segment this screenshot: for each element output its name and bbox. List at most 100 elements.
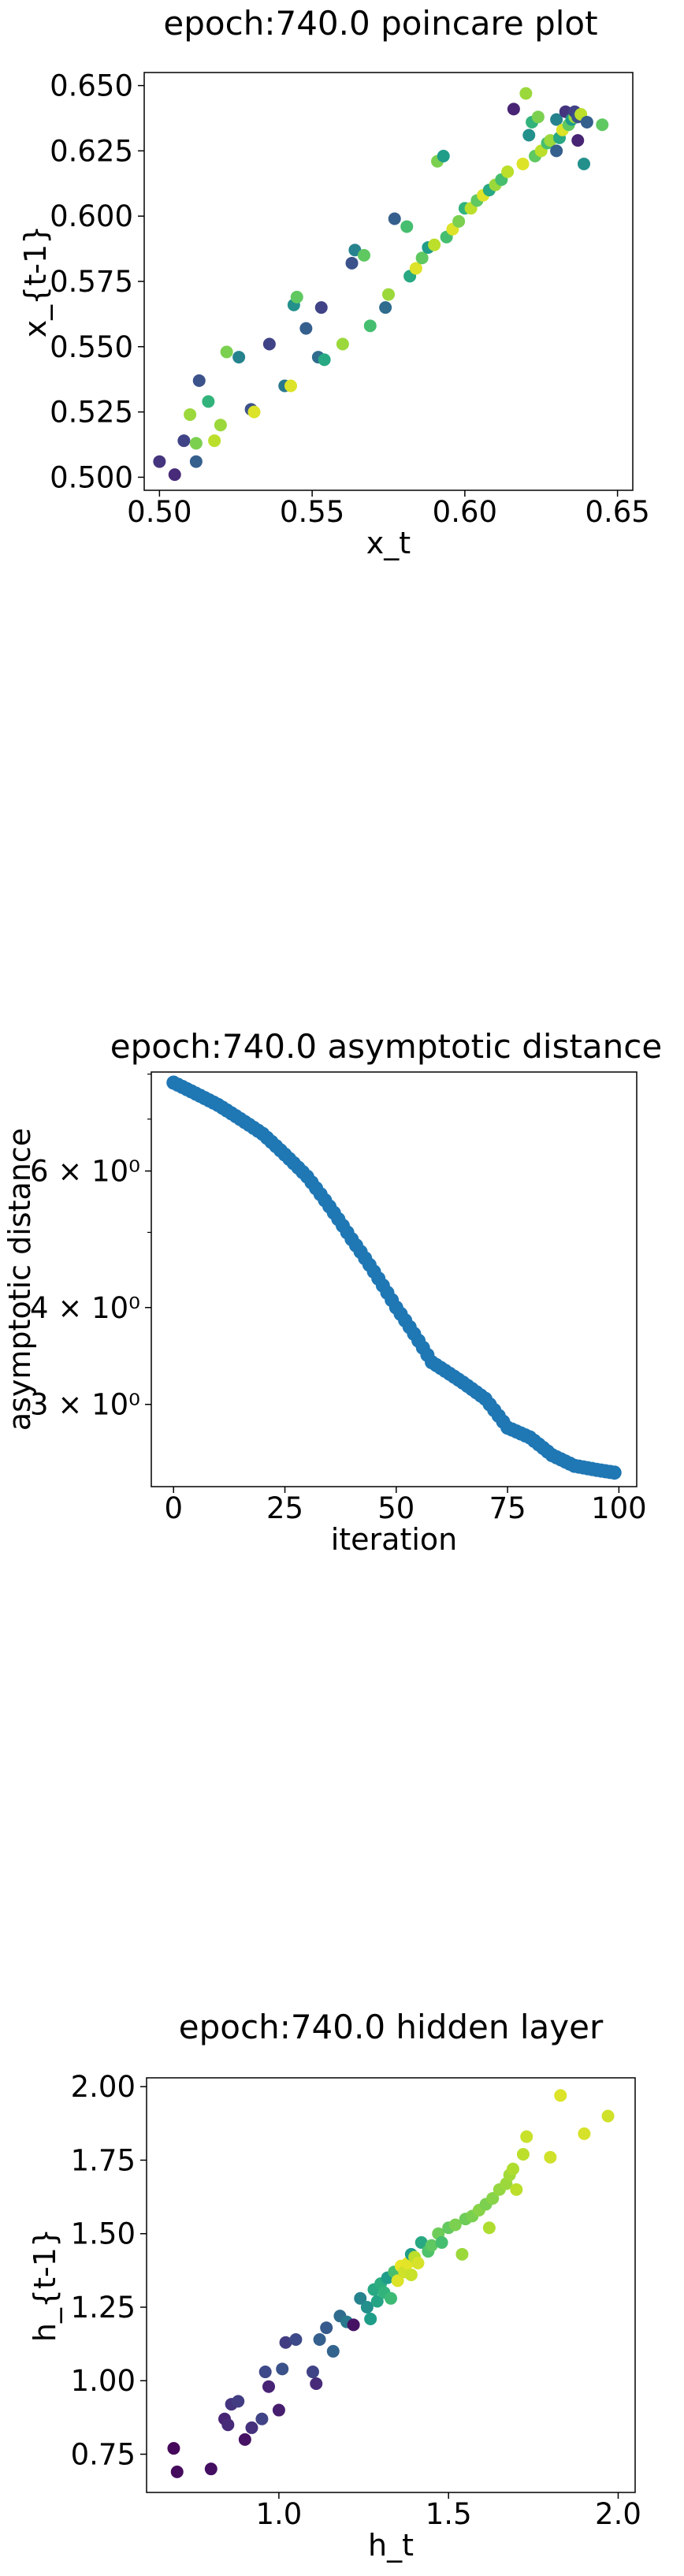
- data-point: [245, 2421, 258, 2434]
- data-point: [184, 408, 197, 421]
- data-point: [364, 2312, 377, 2325]
- x-tick-label: 1.0: [255, 2497, 302, 2531]
- data-point: [276, 2362, 289, 2376]
- y-tick-label: 1.25: [71, 2291, 136, 2325]
- data-point: [531, 110, 545, 124]
- data-point: [153, 455, 166, 468]
- data-point: [202, 395, 215, 408]
- poincare-plot-figure: epoch:740.0 poincare plot 0.50 0.55 0.60 0.6…: [0, 0, 684, 599]
- data-point: [167, 2442, 180, 2455]
- data-point: [284, 379, 297, 393]
- data-point: [596, 118, 609, 132]
- x-tick-label: 1.5: [426, 2497, 472, 2531]
- x-tick-label: 0.60: [433, 495, 497, 529]
- y-axis-label: x_{t-1}: [18, 225, 53, 338]
- data-point: [388, 212, 401, 225]
- data-point: [482, 2221, 496, 2235]
- data-point: [360, 2300, 374, 2314]
- data-point: [510, 2183, 523, 2196]
- data-point: [385, 2291, 397, 2305]
- data-point: [306, 2366, 319, 2379]
- x-axis-label: x_t: [366, 526, 411, 560]
- data-point: [578, 2127, 591, 2140]
- data-point: [313, 2333, 326, 2347]
- y-tick-label: 0.575: [50, 265, 133, 299]
- data-point: [326, 2344, 340, 2358]
- data-point: [238, 2433, 251, 2446]
- data-point: [289, 2333, 303, 2347]
- y-tick-label: 1.00: [71, 2364, 136, 2398]
- data-point: [519, 87, 533, 100]
- poincare-plot-chart: epoch:740.0 poincare plot 0.50 0.55 0.60 0.6…: [18, 4, 650, 560]
- data-point: [501, 165, 515, 178]
- y-tick-label: 0.75: [71, 2438, 136, 2472]
- y-tick-label: 1.50: [71, 2217, 136, 2251]
- data-point: [544, 2150, 557, 2164]
- x-axis-label: iteration: [331, 1522, 458, 1557]
- plot-frame: [146, 2077, 636, 2493]
- data-point: [192, 374, 206, 387]
- x-axis-label: h_t: [368, 2528, 414, 2563]
- x-tick-label: 0.65: [585, 495, 649, 529]
- data-point: [272, 2403, 285, 2417]
- data-point: [550, 144, 563, 158]
- data-point: [516, 157, 530, 170]
- data-point: [358, 248, 370, 262]
- data-point: [220, 345, 233, 359]
- data-point: [507, 102, 520, 116]
- data-point: [554, 2089, 567, 2102]
- chart-title: epoch:740.0 hidden layer: [179, 2008, 604, 2046]
- data-point: [177, 434, 191, 448]
- y-tick-label: 0.500: [50, 460, 133, 494]
- data-point: [428, 238, 441, 251]
- data-point: [411, 2257, 425, 2270]
- data-point: [414, 2235, 428, 2249]
- data-point: [354, 2291, 367, 2305]
- data-point: [400, 220, 414, 233]
- x-tick-label: 75: [489, 1491, 526, 1525]
- y-axis-label: h_{t-1}: [28, 2228, 62, 2342]
- x-tick-label: 0: [164, 1491, 183, 1525]
- data-point: [571, 134, 585, 147]
- data-point: [189, 437, 203, 450]
- data-point: [580, 115, 593, 128]
- data-point: [336, 337, 349, 351]
- data-point: [204, 2462, 217, 2476]
- y-axis-label: asymptotic distance: [2, 1128, 37, 1431]
- data-point: [170, 2465, 184, 2478]
- x-tick-label: 25: [266, 1491, 303, 1525]
- data-point: [347, 2318, 360, 2332]
- data-point: [601, 2109, 615, 2123]
- y-tick-label: 0.525: [50, 396, 133, 430]
- data-point: [314, 301, 328, 315]
- data-point: [348, 244, 362, 257]
- data-point: [299, 322, 313, 335]
- data-point: [320, 2321, 333, 2335]
- data-point: [607, 1465, 622, 1480]
- data-point: [189, 455, 203, 468]
- data-point: [550, 113, 563, 126]
- data-point: [382, 288, 395, 301]
- asymptotic-distance-chart: epoch:740.0 asymptotic distance 0 25 50 75 10…: [2, 1033, 662, 1557]
- data-point: [247, 405, 261, 419]
- x-tick-label: 100: [591, 1491, 647, 1525]
- y-tick-label: 1.75: [71, 2143, 136, 2177]
- y-tick-label: 0.625: [50, 134, 133, 168]
- data-point: [409, 262, 422, 275]
- data-point: [214, 419, 227, 432]
- data-point: [279, 2336, 292, 2349]
- data-point: [255, 2412, 269, 2425]
- y-tick-label: 0.550: [50, 330, 133, 364]
- data-point: [262, 2380, 275, 2393]
- plot-frame: [151, 1071, 638, 1487]
- data-point: [290, 290, 303, 303]
- y-tick-label: 6 × 10⁰: [30, 1155, 140, 1189]
- data-point: [425, 2239, 438, 2252]
- x-tick-label: 0.55: [280, 495, 344, 529]
- y-tick-label: 0.600: [50, 199, 133, 233]
- data-point: [258, 2366, 272, 2379]
- y-tick-label: 3 × 10⁰: [30, 1388, 140, 1422]
- data-point: [522, 128, 536, 142]
- data-point: [208, 434, 221, 448]
- x-tick-label: 0.50: [127, 495, 191, 529]
